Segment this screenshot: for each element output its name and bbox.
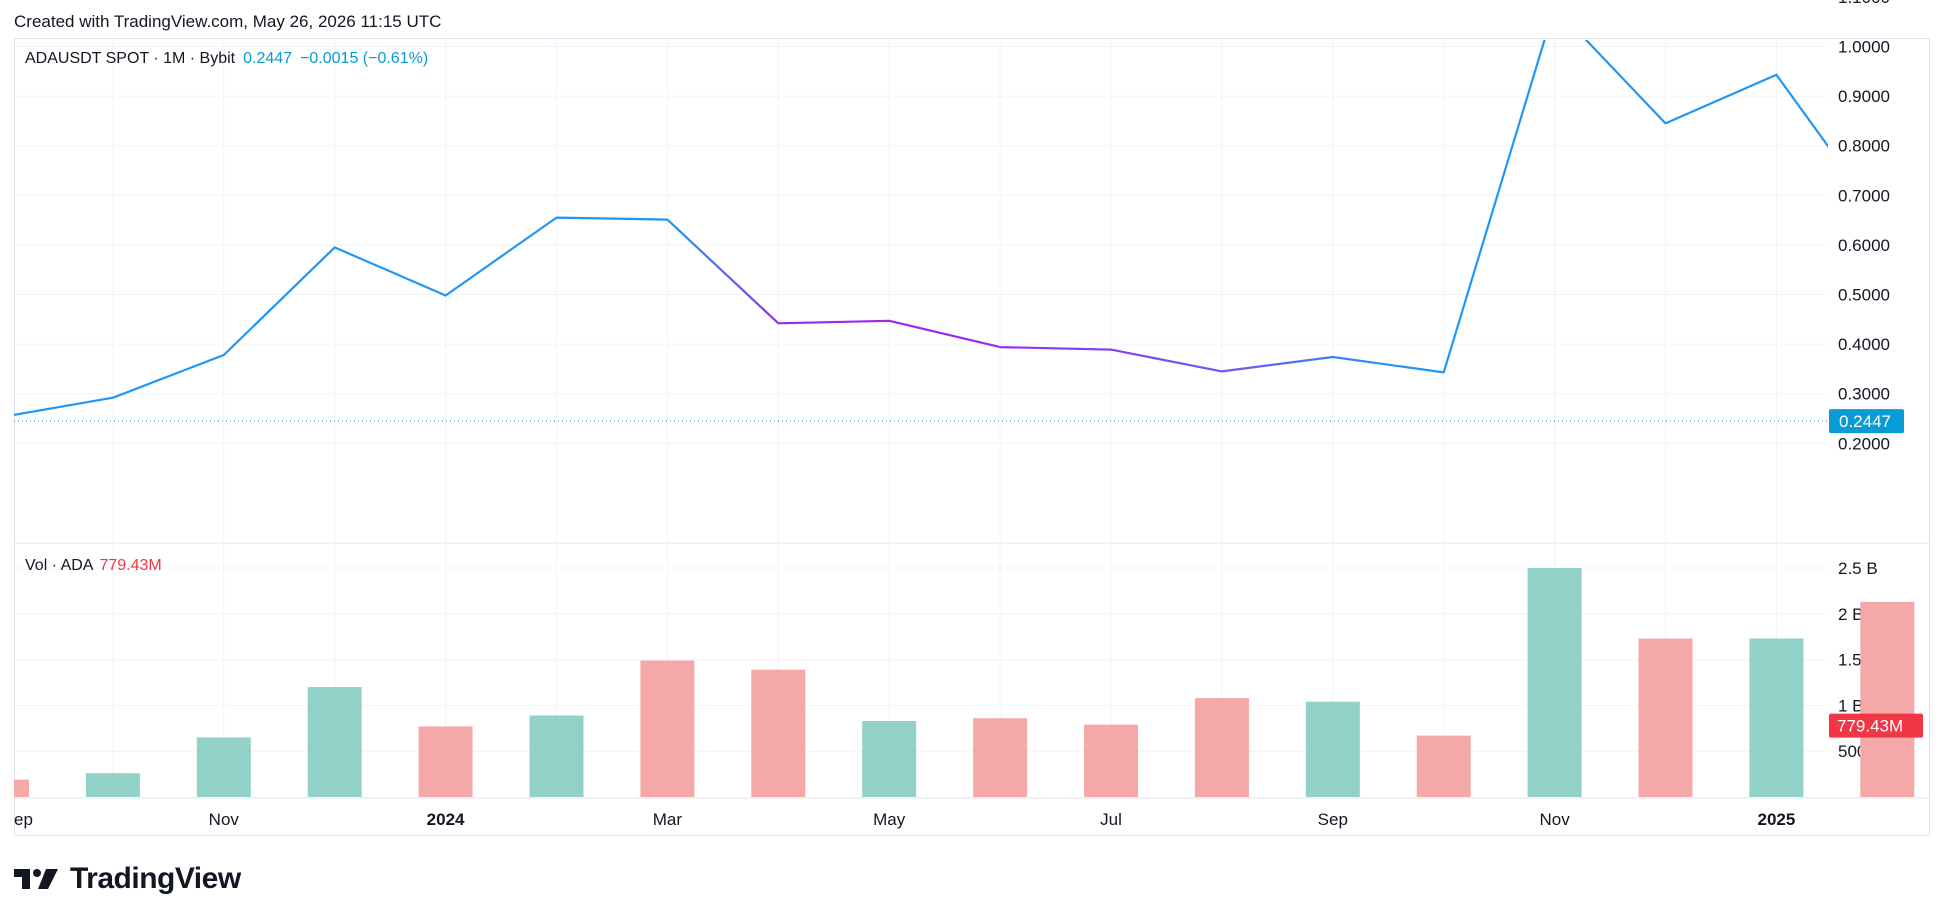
time-axis-label: Mar (653, 810, 683, 829)
time-axis-label: Nov (209, 810, 240, 829)
last-price-badge (1829, 409, 1904, 434)
price-tick-label: 0.4000 (1838, 335, 1890, 354)
created-with-caption: Created with TradingView.com, May 26, 20… (14, 12, 442, 31)
volume-bar[interactable] (1084, 724, 1138, 797)
price-tick-label: 0.3000 (1838, 385, 1890, 404)
last-price-value: 0.2447 (243, 50, 293, 67)
volume-bar[interactable] (1749, 638, 1804, 797)
volume-tick-label: 1 B (1838, 696, 1864, 715)
last-volume-badge-label: 779.43M (1837, 717, 1903, 736)
volume-bar[interactable] (14, 779, 29, 797)
volume-bar[interactable] (307, 687, 362, 797)
price-tick-label: 0.8000 (1838, 137, 1890, 156)
volume-bar[interactable] (529, 715, 584, 797)
last-volume-badge (1829, 713, 1923, 738)
volume-bar[interactable] (1194, 698, 1249, 797)
symbol-title[interactable]: ADAUSDT SPOT · 1M · Bybit (25, 50, 236, 67)
volume-bar[interactable] (1416, 735, 1471, 797)
time-axis-label: Sep (1318, 810, 1348, 829)
time-axis-label: 2025 (1757, 810, 1795, 829)
price-legend: ADAUSDT SPOT · 1M · Bybit 0.2447 −0.0015 (… (25, 50, 428, 68)
volume-bar[interactable] (751, 669, 806, 797)
price-series-line[interactable] (2, 7, 1943, 422)
price-tick-label: 0.6000 (1838, 236, 1890, 255)
volume-tick-label: 2 B (1838, 605, 1864, 624)
volume-bar[interactable] (640, 660, 695, 797)
time-axis-label: ep (14, 810, 33, 829)
volume-value: 779.43M (99, 557, 162, 574)
price-tick-label: 0.2000 (1838, 434, 1890, 453)
time-axis-label: May (873, 810, 906, 829)
price-change-value: −0.0015 (−0.61%) (300, 50, 429, 67)
volume-bar[interactable] (1527, 568, 1582, 797)
time-axis-label: Jul (1100, 810, 1122, 829)
volume-bar[interactable] (973, 718, 1028, 797)
chart-frame (14, 38, 1930, 836)
volume-bar[interactable] (85, 773, 140, 797)
volume-bar[interactable] (1860, 601, 1915, 797)
price-tick-label: 0.7000 (1838, 186, 1890, 205)
price-tick-label: 0.5000 (1838, 286, 1890, 305)
price-tick-label: 1.0000 (1838, 38, 1890, 57)
last-price-badge-label: 0.2447 (1839, 412, 1891, 431)
volume-tick-label: 2.5 B (1838, 559, 1878, 578)
price-tick-label: 1.1000 (1838, 0, 1890, 7)
time-axis-label: 2024 (427, 810, 465, 829)
volume-legend: Vol · ADA 779.43M (25, 557, 162, 575)
tradingview-brand[interactable]: TradingView (14, 862, 241, 896)
volume-bar[interactable] (1638, 638, 1693, 797)
volume-bar[interactable] (196, 737, 251, 797)
volume-bar[interactable] (418, 726, 473, 797)
price-tick-label: 0.9000 (1838, 87, 1890, 106)
volume-bar[interactable] (862, 720, 917, 797)
volume-title[interactable]: Vol · ADA (25, 557, 94, 574)
time-axis-label: Nov (1539, 810, 1570, 829)
tradingview-logo-icon (14, 869, 58, 889)
volume-bar[interactable] (1305, 701, 1360, 797)
tradingview-wordmark: TradingView (70, 862, 241, 895)
